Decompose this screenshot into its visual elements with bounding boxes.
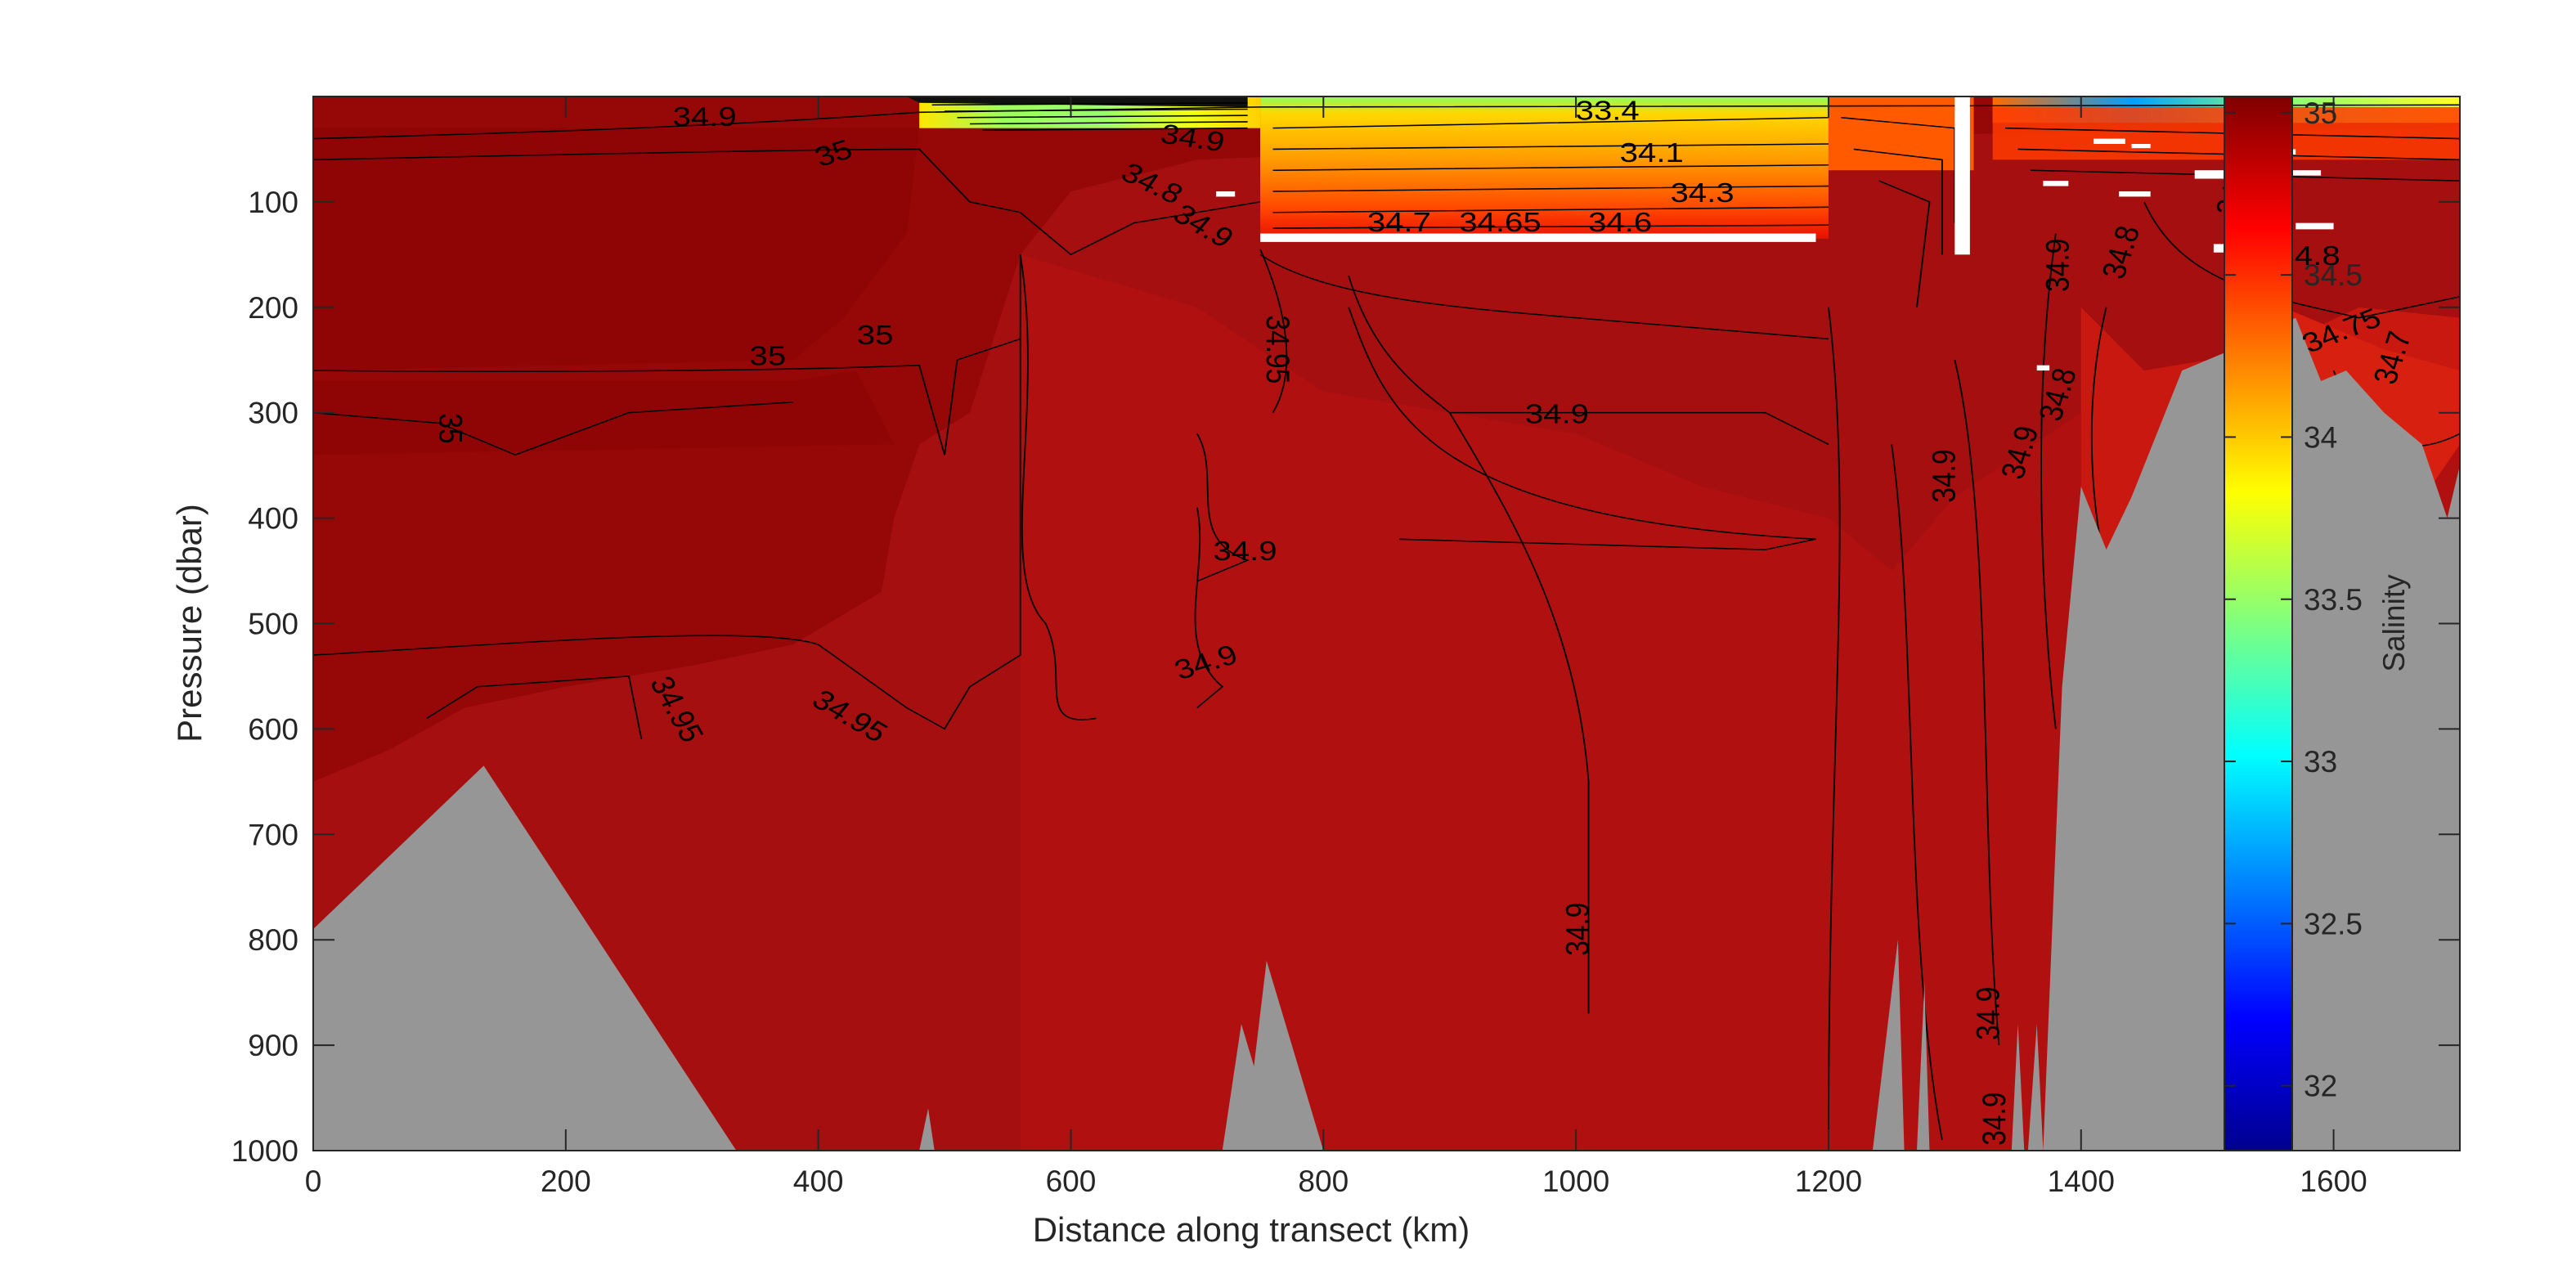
contour-label: 34.65: [1459, 207, 1541, 237]
contour-label: 34.9: [1926, 449, 1963, 502]
x-axis: 0 200 400 600 800 1000 1200 1400 1600: [305, 96, 2367, 1198]
y-tick-label: 100: [248, 186, 298, 219]
y-tick-label: 800: [248, 923, 298, 957]
contour-label: 34.95: [1259, 315, 1296, 384]
y-tick-label: 700: [248, 818, 298, 851]
x-tick-label: 400: [793, 1165, 844, 1198]
x-tick-label: 1200: [1795, 1165, 1862, 1198]
contour-label: 34.9: [1213, 536, 1277, 566]
y-axis: 100 200 300 400 500 600 700 800 900 1000: [231, 186, 2460, 1168]
colorbar-tick-label: 32.5: [2304, 907, 2363, 940]
colorbar-tick-label: 32: [2304, 1070, 2337, 1103]
contour-label: 34.9: [1970, 987, 2007, 1040]
y-tick-label: 900: [248, 1029, 298, 1062]
x-tick-label: 1000: [1542, 1165, 1609, 1198]
contour-label: 34.7: [1367, 207, 1431, 237]
contour-label: 34.9: [673, 101, 737, 132]
contour-label: 33.4: [1576, 95, 1640, 125]
contour-label: 35: [857, 320, 894, 350]
contour-label: 34.9: [1560, 903, 1596, 956]
contour-label: 34.1: [1620, 137, 1684, 168]
contour-label: 34.9: [1525, 399, 1589, 429]
colorbar-tick-label: 35: [2304, 96, 2337, 130]
contour-label: 35: [433, 413, 469, 443]
y-tick-label: 600: [248, 712, 298, 746]
x-tick-label: 0: [305, 1165, 322, 1198]
colorbar: 32 32.5 33 33.5 34 34.5 35 Salinity: [2224, 96, 2411, 1151]
colorbar-tick-label: 34: [2304, 420, 2337, 454]
x-tick-label: 1600: [2300, 1165, 2367, 1198]
contour-label: 34.6: [1588, 207, 1652, 237]
y-tick-label: 1000: [231, 1134, 298, 1168]
colorbar-tick-label: 33.5: [2304, 583, 2363, 617]
colorbar-gradient: [2224, 96, 2293, 1151]
x-tick-label: 600: [1046, 1165, 1097, 1198]
contour-label: 34.3: [1670, 177, 1734, 208]
x-tick-label: 200: [541, 1165, 591, 1198]
colorbar-label: Salinity: [2377, 574, 2411, 672]
x-axis-label: Distance along transect (km): [1033, 1210, 1470, 1249]
contour-label: 34.9: [1976, 1093, 2013, 1146]
contour-label: 34.9: [2039, 239, 2076, 292]
y-tick-label: 200: [248, 291, 298, 325]
x-tick-label: 800: [1298, 1165, 1349, 1198]
colorbar-ticks: 32 32.5 33 33.5 34 34.5 35: [2224, 96, 2363, 1103]
colorbar-tick-label: 33: [2304, 745, 2337, 779]
contour-label: 35: [750, 341, 787, 371]
deep-core: [313, 128, 920, 456]
y-tick-label: 500: [248, 608, 298, 641]
y-axis-label: Pressure (dbar): [170, 504, 209, 743]
x-tick-label: 1400: [2048, 1165, 2115, 1198]
colorbar-tick-label: 34.5: [2304, 258, 2363, 292]
y-tick-label: 400: [248, 502, 298, 536]
y-tick-label: 300: [248, 397, 298, 430]
surface-black-west: [906, 96, 1248, 107]
surface-layer-east: [1828, 96, 1974, 171]
